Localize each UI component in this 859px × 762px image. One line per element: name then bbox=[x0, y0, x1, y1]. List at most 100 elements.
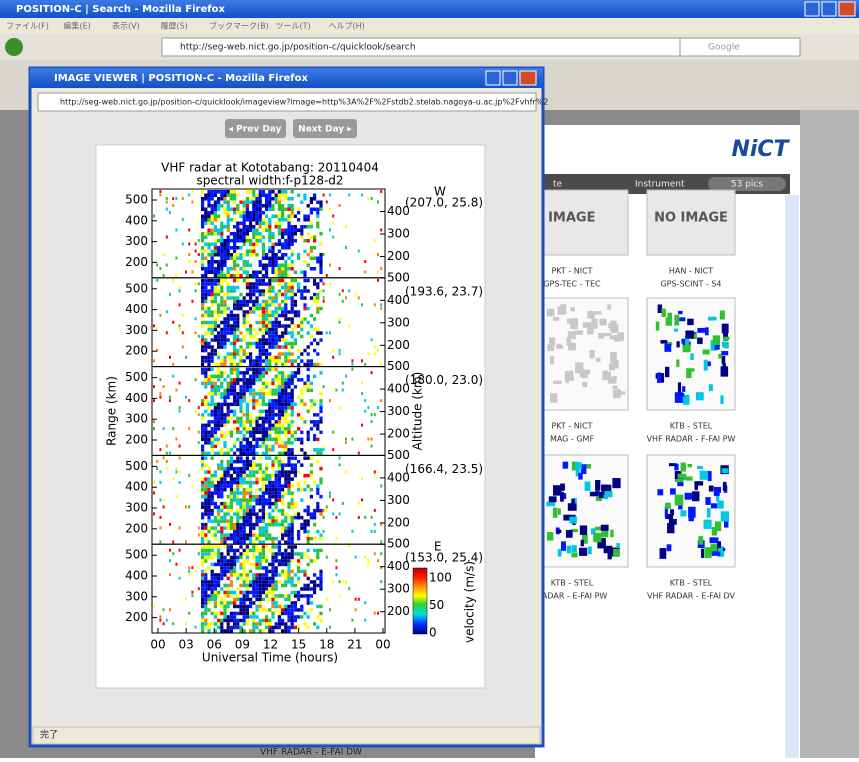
thumb-pixel bbox=[558, 508, 561, 514]
echo bbox=[271, 413, 274, 417]
echo bbox=[223, 526, 226, 530]
echo bbox=[204, 526, 207, 530]
x-tick-label: 21 bbox=[347, 638, 362, 652]
echo bbox=[284, 470, 287, 474]
menu-item[interactable]: 編集(E) bbox=[64, 21, 91, 31]
menu-item[interactable]: ファイル(F) bbox=[6, 22, 49, 31]
echo bbox=[271, 260, 274, 264]
echo bbox=[319, 257, 322, 261]
echo bbox=[211, 253, 214, 257]
echo bbox=[284, 289, 287, 293]
echo bbox=[153, 481, 155, 484]
echo bbox=[291, 307, 294, 311]
echo bbox=[278, 477, 281, 481]
echo bbox=[204, 549, 207, 553]
echo bbox=[367, 563, 369, 566]
x-tick-label: 12 bbox=[263, 638, 278, 652]
back-button[interactable] bbox=[5, 38, 23, 56]
echo bbox=[316, 424, 319, 428]
echo bbox=[230, 549, 233, 553]
echo bbox=[246, 303, 249, 307]
echo bbox=[281, 445, 284, 449]
echo bbox=[291, 484, 294, 488]
echo bbox=[287, 474, 290, 478]
echo bbox=[262, 438, 265, 442]
echo bbox=[278, 289, 281, 293]
echo bbox=[300, 498, 303, 502]
echo bbox=[214, 417, 217, 421]
echo bbox=[223, 467, 226, 471]
echo bbox=[230, 502, 233, 506]
echo bbox=[255, 371, 258, 375]
search-box[interactable] bbox=[680, 38, 800, 56]
echo bbox=[166, 236, 168, 239]
echo bbox=[300, 399, 303, 403]
echo bbox=[204, 300, 207, 304]
tab[interactable]: Instrument bbox=[635, 180, 685, 190]
popup-minimize[interactable] bbox=[486, 71, 500, 85]
echo bbox=[230, 410, 233, 414]
menu-item[interactable]: ブックマーク(B) bbox=[209, 21, 269, 31]
echo bbox=[249, 512, 252, 516]
echo bbox=[364, 363, 366, 366]
echo bbox=[275, 293, 278, 297]
echo bbox=[204, 208, 207, 212]
echo bbox=[239, 456, 242, 460]
echo bbox=[204, 371, 207, 375]
echo bbox=[249, 293, 252, 297]
echo bbox=[319, 533, 322, 537]
echo bbox=[236, 324, 239, 328]
echo bbox=[275, 201, 278, 205]
echo bbox=[243, 509, 246, 513]
echo bbox=[207, 392, 210, 396]
echo bbox=[211, 338, 214, 342]
echo bbox=[246, 420, 249, 424]
tab[interactable]: te bbox=[553, 180, 563, 190]
echo bbox=[291, 375, 294, 379]
echo bbox=[371, 530, 373, 533]
echo bbox=[297, 598, 300, 602]
echo bbox=[211, 477, 214, 481]
echo bbox=[204, 342, 207, 346]
echo bbox=[275, 267, 278, 271]
echo bbox=[271, 359, 274, 363]
echo bbox=[220, 282, 223, 286]
echo bbox=[255, 598, 258, 602]
thumb-pixel bbox=[608, 377, 616, 383]
echo bbox=[207, 526, 210, 530]
echo bbox=[255, 363, 258, 367]
echo bbox=[307, 264, 310, 268]
echo bbox=[249, 243, 252, 247]
echo bbox=[271, 250, 274, 254]
echo bbox=[217, 324, 220, 328]
echo bbox=[291, 392, 294, 396]
echo bbox=[271, 481, 274, 485]
echo bbox=[259, 559, 262, 563]
echo bbox=[303, 552, 306, 556]
echo bbox=[278, 549, 281, 553]
menu-item[interactable]: ツール(T) bbox=[276, 22, 311, 31]
echo bbox=[271, 417, 274, 421]
thumb-pixel bbox=[704, 360, 708, 371]
echo bbox=[281, 293, 284, 297]
echo bbox=[300, 488, 303, 492]
maximize[interactable] bbox=[822, 2, 836, 16]
echo bbox=[275, 215, 278, 219]
minimize[interactable] bbox=[805, 2, 819, 16]
echo bbox=[275, 477, 278, 481]
menu-item[interactable]: ヘルプ(H) bbox=[329, 22, 365, 31]
echo bbox=[291, 410, 294, 414]
echo bbox=[220, 452, 223, 456]
menu-item[interactable]: 表示(V) bbox=[112, 21, 140, 31]
echo bbox=[243, 243, 246, 247]
echo bbox=[380, 267, 382, 270]
echo bbox=[268, 236, 271, 240]
echo bbox=[233, 363, 236, 367]
close[interactable] bbox=[839, 2, 855, 16]
echo bbox=[316, 257, 319, 261]
popup-close[interactable] bbox=[520, 71, 536, 85]
echo bbox=[259, 204, 262, 208]
popup-maximize[interactable] bbox=[503, 71, 517, 85]
echo bbox=[310, 246, 313, 250]
menu-item[interactable]: 履歴(S) bbox=[161, 22, 188, 31]
